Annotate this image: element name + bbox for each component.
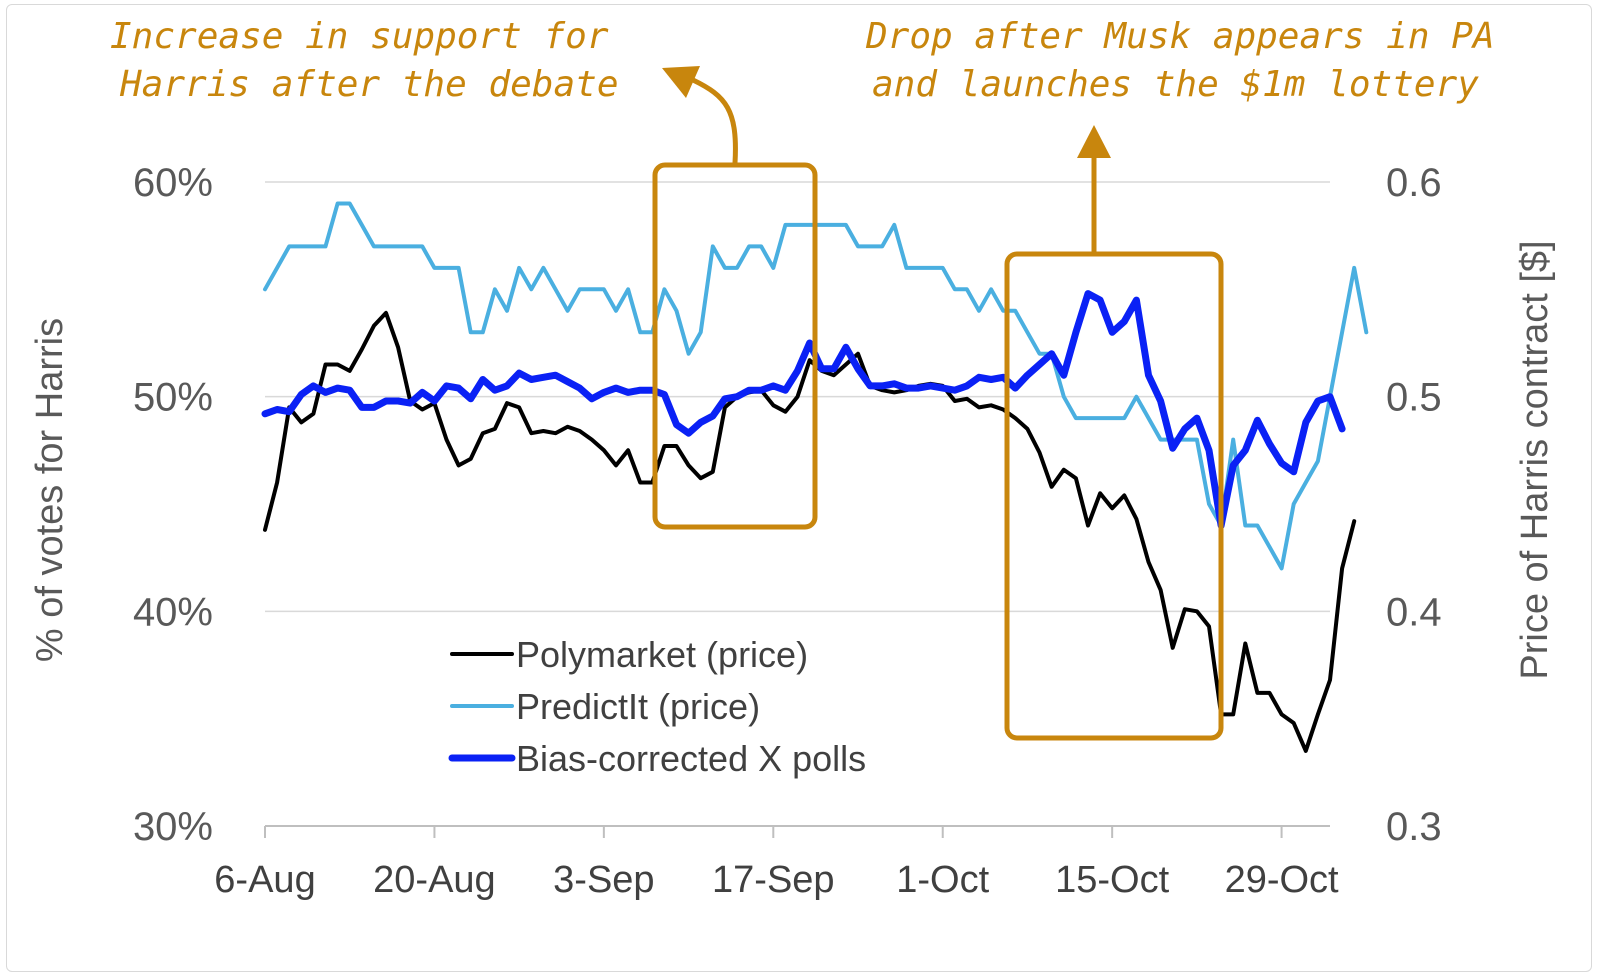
- y-axis-label-right: Price of Harris contract [$]: [1514, 240, 1556, 679]
- series-line-polymarket: [263, 310, 1357, 753]
- annotation-graphics: [652, 66, 1224, 741]
- y-tick-label-left: 30%: [133, 805, 213, 849]
- legend: Polymarket (price) PredictIt (price) Bias-…: [448, 634, 866, 779]
- y-tick-label-left: 60%: [133, 161, 213, 205]
- annotation-debate-line2: Harris after the debate: [119, 64, 619, 105]
- annotation-arrow-debate: [690, 77, 738, 166]
- legend-label: Bias-corrected X polls: [516, 738, 866, 779]
- x-tick-label: 3-Sep: [553, 859, 654, 901]
- series-layer: [261, 201, 1369, 753]
- x-axis: 6-Aug 20-Aug 3-Sep 17-Sep 1-Oct 15-Oct 29-Oct: [214, 825, 1339, 901]
- annotation-musk-line1: Drop after Musk appears in PA: [865, 16, 1495, 57]
- legend-label: PredictIt (price): [516, 686, 760, 727]
- annotation-arrowhead-musk: [1077, 125, 1111, 158]
- annotation-musk-line2: and launches the $1m lottery: [872, 64, 1479, 105]
- annotation-arrowhead-debate: [662, 66, 700, 98]
- y-tick-label-left: 50%: [133, 376, 213, 420]
- series-line-x-polls: [261, 290, 1346, 529]
- legend-label: Polymarket (price): [516, 634, 808, 675]
- y-tick-label-right: 0.4: [1386, 590, 1442, 634]
- y-tick-label-left: 40%: [133, 590, 213, 634]
- y-axis-left-ticks: 30% 40% 50% 60%: [133, 161, 213, 849]
- y-axis-label-left: % of votes for Harris: [29, 318, 71, 662]
- annotation-box-musk: [1004, 251, 1224, 741]
- x-tick-label: 29-Oct: [1225, 859, 1339, 901]
- x-tick-label: 1-Oct: [896, 859, 989, 901]
- x-tick-label: 20-Aug: [373, 859, 496, 901]
- x-tick-label: 17-Sep: [712, 859, 835, 901]
- y-axis-right-ticks: 0.3 0.4 0.5 0.6: [1386, 161, 1442, 849]
- chart-frame: [6, 4, 1592, 972]
- annotation-debate-line1: Increase in support for: [110, 16, 609, 57]
- y-tick-label-right: 0.5: [1386, 376, 1442, 420]
- y-tick-label-right: 0.3: [1386, 805, 1442, 849]
- annotation-box-debate: [652, 162, 818, 530]
- y-tick-label-right: 0.6: [1386, 161, 1442, 205]
- x-tick-label: 15-Oct: [1055, 859, 1169, 901]
- x-tick-label: 6-Aug: [214, 859, 315, 901]
